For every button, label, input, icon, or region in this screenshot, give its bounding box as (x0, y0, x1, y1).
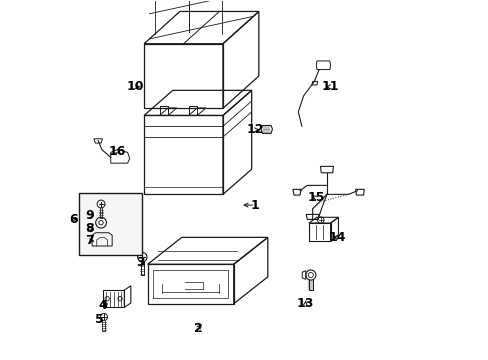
Text: 3: 3 (136, 256, 144, 269)
Text: 6: 6 (69, 213, 77, 226)
Text: 15: 15 (307, 192, 325, 204)
Text: 16: 16 (108, 145, 125, 158)
Text: 4: 4 (98, 299, 107, 312)
Text: 5: 5 (95, 313, 103, 327)
Text: 12: 12 (246, 123, 264, 136)
Text: 1: 1 (250, 199, 259, 212)
Text: 7: 7 (85, 234, 94, 247)
Text: 8: 8 (85, 222, 94, 235)
Text: 9: 9 (85, 210, 94, 222)
Text: 10: 10 (126, 80, 143, 93)
Text: 2: 2 (193, 322, 202, 335)
Bar (79, 193, 142, 255)
Text: 14: 14 (328, 231, 346, 244)
Text: 13: 13 (296, 297, 313, 310)
Text: 11: 11 (321, 80, 339, 93)
